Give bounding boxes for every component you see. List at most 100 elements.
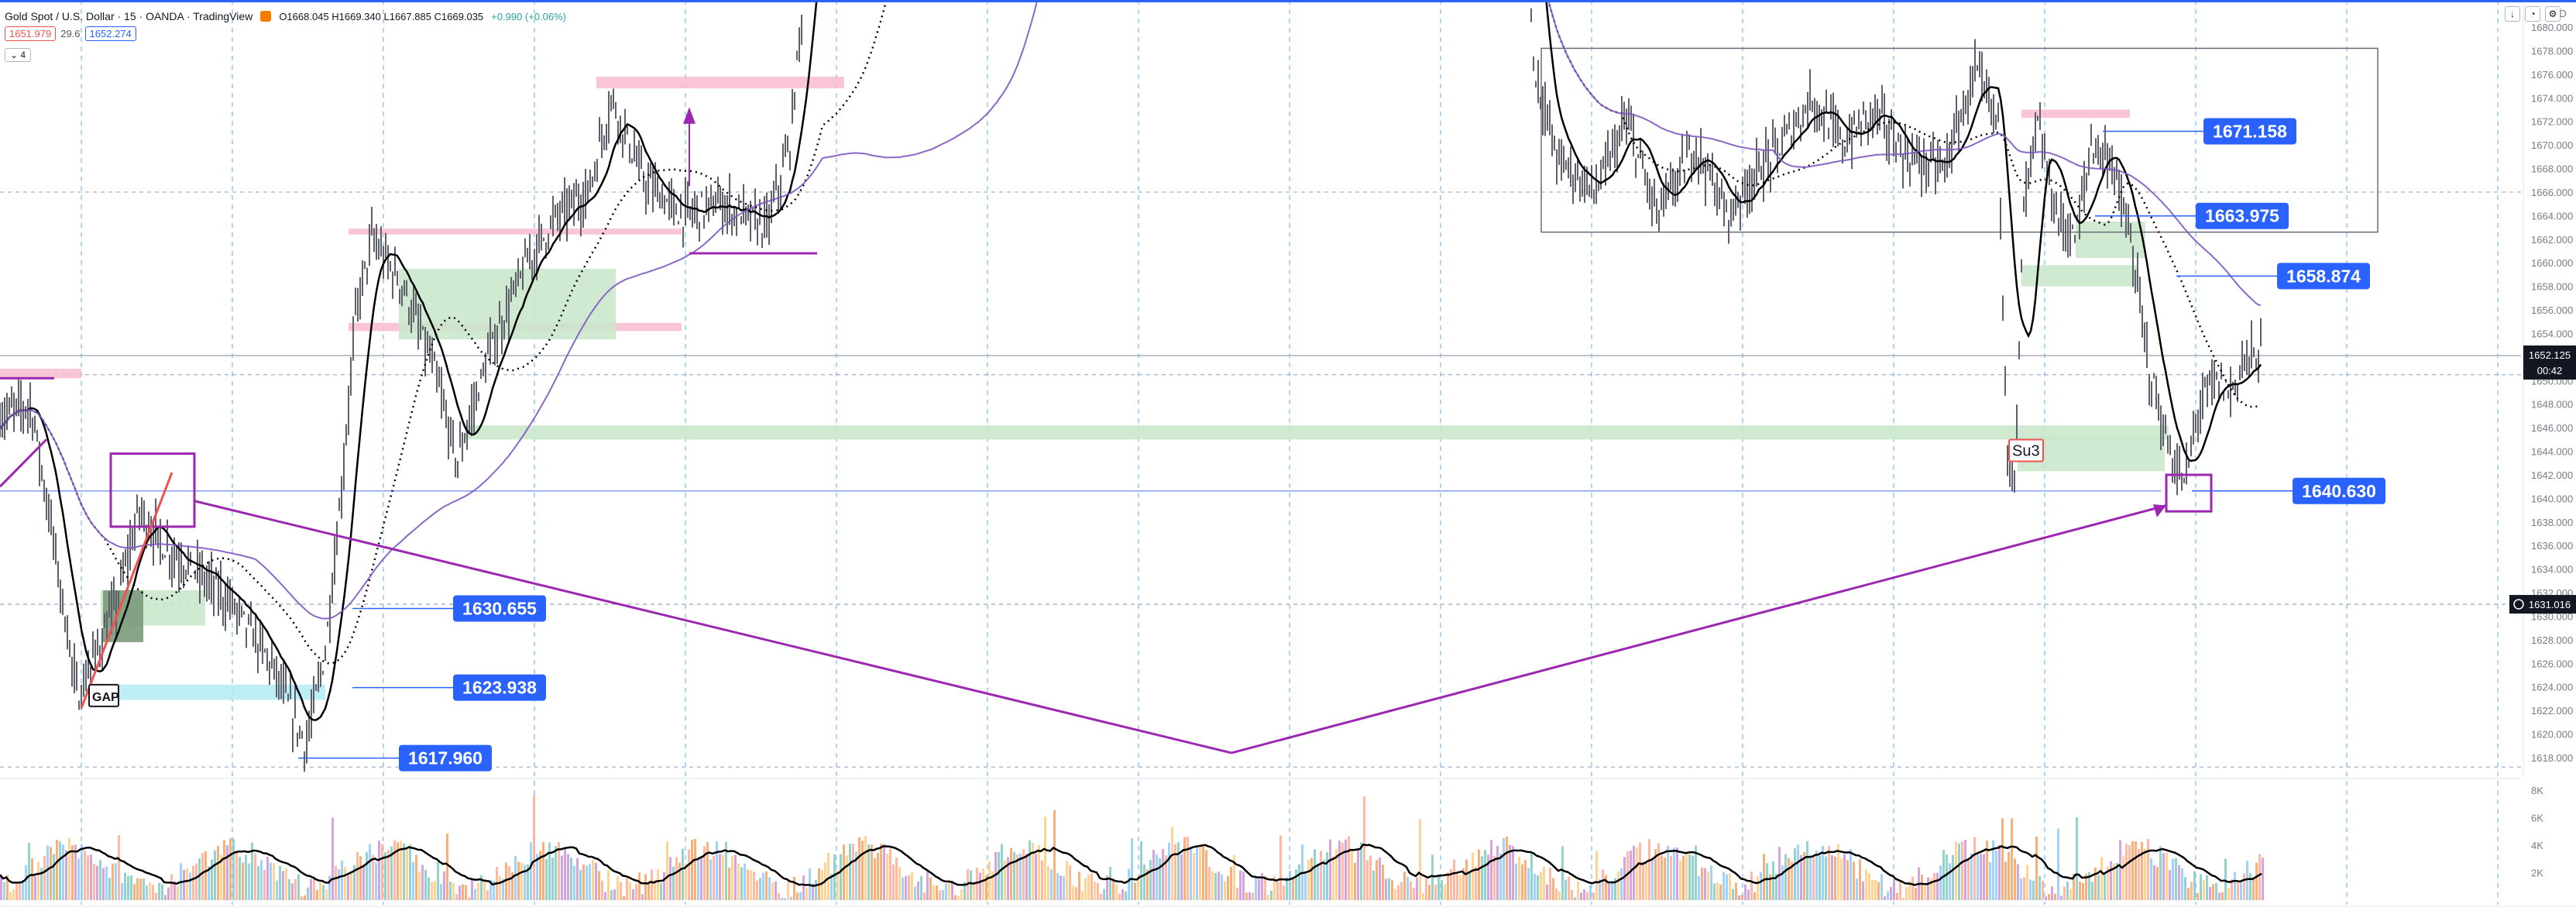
- volume-bar: [1177, 842, 1180, 900]
- volume-bar: [929, 877, 932, 900]
- volume-bar: [378, 841, 380, 900]
- volume-bar: [1379, 857, 1381, 900]
- volume-bar: [1341, 842, 1344, 900]
- volume-bar: [1998, 844, 2001, 900]
- volume-bar: [2119, 840, 2121, 900]
- indicators-toggle[interactable]: ⌄ 4: [5, 48, 32, 62]
- volume-bar: [1097, 882, 1099, 900]
- volume-bar: [1227, 875, 1229, 900]
- bell-icon[interactable]: ◔: [2525, 6, 2540, 22]
- supply-zone: [596, 76, 844, 89]
- volume-bar: [2045, 896, 2047, 900]
- volume-bar: [437, 861, 439, 900]
- y-tick-label: 1654.000: [2531, 328, 2573, 339]
- volume-bar: [1437, 874, 1440, 900]
- price-label-box: [2277, 263, 2370, 290]
- volume-bar: [1208, 867, 1211, 900]
- volume-bar: [623, 896, 625, 900]
- volume-bar: [1543, 866, 1545, 900]
- volume-bar: [1289, 871, 1291, 900]
- y-tick-label: 1626.000: [2531, 658, 2573, 669]
- volume-bar: [2042, 880, 2044, 900]
- volume-bar: [1524, 860, 1527, 900]
- volume-bar: [505, 862, 507, 900]
- volume-bar: [840, 854, 842, 900]
- volume-bar: [400, 841, 402, 900]
- volume-bar: [647, 882, 650, 900]
- volume-bar: [204, 851, 207, 900]
- volume-bar: [2110, 861, 2112, 900]
- volume-bar: [570, 858, 572, 900]
- volume-bar: [105, 866, 108, 900]
- volume-bar: [898, 867, 901, 900]
- crosshair-price-value: 1631.016: [2529, 599, 2571, 610]
- volume-bar: [1264, 875, 1266, 900]
- volume-bar: [1211, 871, 1214, 900]
- gear-icon[interactable]: ⚙: [2545, 6, 2561, 22]
- volume-bar: [1239, 870, 1242, 900]
- volume-bar: [740, 867, 743, 900]
- volume-bar: [301, 896, 303, 900]
- volume-bar: [108, 877, 111, 900]
- price-candles: [0, 8, 2262, 772]
- volume-bar: [2153, 865, 2155, 900]
- volume-bar: [2218, 892, 2221, 900]
- buy-price-button[interactable]: 1652.274: [84, 26, 136, 41]
- volume-bar: [1564, 879, 1567, 900]
- volume-bar: [15, 882, 18, 900]
- volume-bar: [59, 841, 61, 900]
- volume-bar: [1372, 870, 1375, 900]
- volume-bar: [1056, 873, 1059, 900]
- volume-bar: [1744, 884, 1747, 900]
- volume-bar: [381, 844, 383, 900]
- volume-bar: [1620, 868, 1623, 900]
- volume-bar: [1112, 878, 1115, 900]
- volume-bar: [1025, 854, 1028, 900]
- volume-bar: [1345, 839, 1347, 900]
- volume-bar: [1221, 874, 1223, 900]
- volume-bar: [1769, 874, 1771, 900]
- volume-bar: [1530, 852, 1533, 900]
- y-tick-label: 1620.000: [2531, 729, 2573, 741]
- volume-bar: [1834, 856, 1836, 900]
- volume-bar: [393, 840, 396, 900]
- volume-bar: [2066, 882, 2069, 900]
- volume-bar: [1806, 841, 1808, 900]
- volume-bar: [1047, 866, 1049, 900]
- volume-bar: [183, 869, 185, 900]
- volume-bar: [493, 880, 495, 900]
- volume-bar: [1394, 889, 1396, 900]
- volume-bar: [31, 858, 33, 900]
- volume-bar: [2091, 882, 2093, 900]
- volume-bar: [480, 875, 483, 900]
- volume-bar: [1781, 865, 1784, 900]
- volume-bar: [1716, 882, 1719, 900]
- volume-bar: [118, 835, 120, 900]
- volume-bar: [1905, 886, 1908, 900]
- volume-bar: [2076, 817, 2078, 900]
- volume-bar: [1214, 873, 1217, 900]
- volume-bar: [576, 858, 579, 900]
- volume-bar: [307, 887, 309, 900]
- volume-bar: [2234, 871, 2236, 900]
- volume-bar: [161, 884, 163, 900]
- y-tick-label: 1646.000: [2531, 422, 2573, 434]
- volume-bar: [1843, 854, 1846, 900]
- volume-bar: [1893, 878, 1895, 900]
- volume-bar: [641, 894, 644, 900]
- volume-bar: [1032, 843, 1034, 900]
- sell-price-button[interactable]: 1651.979: [5, 26, 57, 41]
- volume-bar: [1726, 874, 1728, 900]
- volume-bar: [2227, 888, 2230, 900]
- volume-bar: [331, 817, 334, 900]
- volume-bar: [936, 885, 938, 900]
- volume-bar: [1314, 849, 1316, 900]
- symbol-title[interactable]: Gold Spot / U.S. Dollar · 15 · OANDA · T…: [5, 10, 253, 22]
- volume-bar: [1747, 889, 1750, 900]
- arrow-down-icon[interactable]: ↓: [2505, 6, 2520, 22]
- volume-bar: [2193, 871, 2196, 900]
- volume-bar: [688, 849, 690, 900]
- volume-bar: [1661, 855, 1663, 900]
